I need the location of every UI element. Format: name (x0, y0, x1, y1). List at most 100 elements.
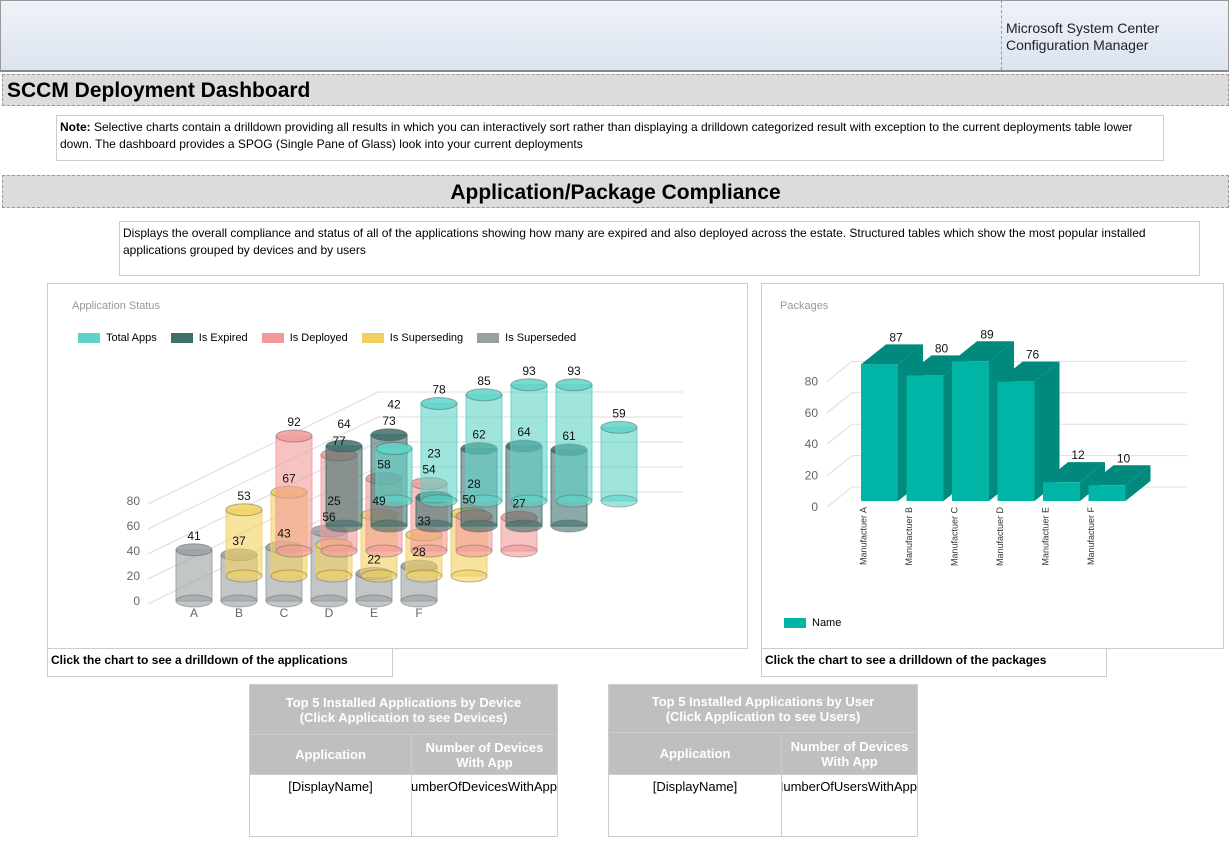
cylinder-bar (555, 384, 593, 502)
data-label: 37 (232, 534, 246, 548)
cylinder-base (400, 594, 438, 608)
cylinder-top (510, 378, 548, 392)
legend-item[interactable]: Total Apps (78, 332, 157, 344)
cylinder-base (510, 494, 548, 508)
application-link[interactable]: [DisplayName] (608, 774, 782, 837)
bar-top (1043, 462, 1105, 483)
legend-item[interactable]: Is Deployed (261, 332, 348, 344)
cylinder-top (600, 420, 638, 434)
header-banner (0, 0, 1229, 72)
cylinder-base (450, 569, 488, 583)
legend-swatch (170, 333, 193, 343)
legend-label: Total Apps (106, 332, 157, 344)
x-tick-label: Manufactuer F (1086, 507, 1096, 566)
x-tick-label: D (325, 606, 334, 620)
gridline (147, 391, 379, 505)
cylinder-base (355, 594, 393, 608)
section-title: Application/Package Compliance (2, 175, 1229, 208)
apps-drilldown-caption[interactable]: Click the chart to see a drilldown of th… (47, 649, 393, 677)
y-tick-label: 0 (811, 500, 818, 514)
column-header-count[interactable]: Number of Devices With App (411, 734, 558, 775)
data-label: 58 (377, 458, 391, 472)
section-description: Displays the overall compliance and stat… (119, 221, 1200, 276)
count-cell: NumberOfDevicesWithApp (411, 774, 558, 837)
y-tick-label: 0 (133, 594, 140, 608)
bar (997, 381, 1035, 501)
legend-item[interactable]: Is Superseding (361, 332, 464, 344)
data-label: 89 (980, 327, 994, 341)
legend-item[interactable]: Is Expired (170, 332, 248, 344)
data-label: 73 (382, 414, 396, 428)
application-link[interactable]: [DisplayName] (249, 774, 412, 837)
y-tick-label: 20 (127, 569, 141, 583)
table-title: Top 5 Installed Applications by Device (C… (249, 684, 558, 735)
table-row: [DisplayName] NumberOfDevicesWithApp (249, 774, 558, 837)
packages-chart[interactable]: Packages 0 20 40 60 80 87 Manufactuer A 80 Manuf… (761, 283, 1224, 649)
chart-plot: 0 20 40 60 80 A B C D E F 41 37 43 56 22 28 53 67 25 49 33 50 9… (127, 364, 683, 620)
data-label: 64 (337, 417, 351, 431)
gridline (826, 392, 853, 414)
data-label: 78 (432, 383, 446, 397)
legend-label: Is Deployed (289, 332, 348, 344)
column-header-application[interactable]: Application (249, 734, 412, 775)
column-header-application[interactable]: Application (608, 732, 782, 775)
cylinder-top (225, 503, 263, 517)
data-label: 80 (935, 341, 949, 355)
cylinder-base (405, 569, 443, 583)
data-label: 93 (522, 364, 536, 378)
bar (1088, 485, 1126, 501)
cylinder-top (370, 428, 408, 442)
gridline (826, 423, 853, 445)
legend-label: Is Superseding (389, 332, 464, 344)
gridline (826, 486, 853, 508)
page-title: SCCM Deployment Dashboard (2, 74, 1229, 106)
x-tick-label: A (190, 606, 198, 620)
data-label: 87 (889, 330, 903, 344)
data-label: 59 (612, 406, 626, 420)
x-tick-label: C (280, 606, 289, 620)
y-tick-label: 40 (805, 437, 819, 451)
cylinder-bar (275, 435, 313, 552)
bar-side (1125, 465, 1151, 501)
legend-item[interactable]: Is Superseded (477, 332, 576, 344)
cylinder-base (600, 494, 638, 508)
cylinder-base (365, 544, 403, 558)
table-title: Top 5 Installed Applications by User (Cli… (608, 684, 918, 733)
data-label: 49 (372, 494, 386, 508)
top-apps-by-user-table: Top 5 Installed Applications by User (Cli… (608, 684, 918, 837)
cylinder-base (265, 594, 303, 608)
data-label: 33 (417, 514, 431, 528)
data-label: 93 (567, 364, 581, 378)
table-row: [DisplayName] NumberOfUsersWithApp (608, 774, 918, 837)
packages-drilldown-caption[interactable]: Click the chart to see a drilldown of th… (761, 649, 1107, 677)
cylinder-bar (325, 445, 363, 527)
sccm-logo: Microsoft System Center Configuration Ma… (1001, 0, 1227, 70)
data-label: 56 (322, 510, 336, 524)
data-label: 77 (332, 434, 346, 448)
data-label: 42 (387, 398, 401, 412)
gridline (826, 455, 853, 476)
brand-line-1: Microsoft System Center (1006, 20, 1160, 36)
x-tick-label: E (370, 606, 378, 620)
application-status-chart[interactable]: Application Status Total Apps Is Expired I… (47, 283, 748, 649)
cylinder-base (310, 594, 348, 608)
data-label: 27 (512, 496, 526, 510)
data-label: 54 (422, 463, 436, 477)
legend-swatch (784, 618, 806, 628)
bar-top (997, 361, 1060, 382)
data-label: 28 (467, 477, 481, 491)
data-label: 53 (237, 489, 251, 503)
cylinder-base (325, 519, 363, 533)
bar (906, 375, 944, 501)
x-tick-label: Manufactuer E (1041, 507, 1051, 566)
data-label: 50 (462, 493, 476, 507)
note-box: Note: Selective charts contain a drilldo… (56, 115, 1164, 161)
column-header-count[interactable]: Number of Devices With App (781, 732, 918, 775)
cylinder-base (555, 494, 593, 508)
y-tick-label: 60 (805, 406, 819, 420)
bar-side (1080, 462, 1105, 501)
data-label: 12 (1071, 448, 1085, 462)
legend-swatch (261, 333, 284, 343)
cylinder-base (320, 544, 358, 558)
cylinder-bar (600, 426, 638, 502)
